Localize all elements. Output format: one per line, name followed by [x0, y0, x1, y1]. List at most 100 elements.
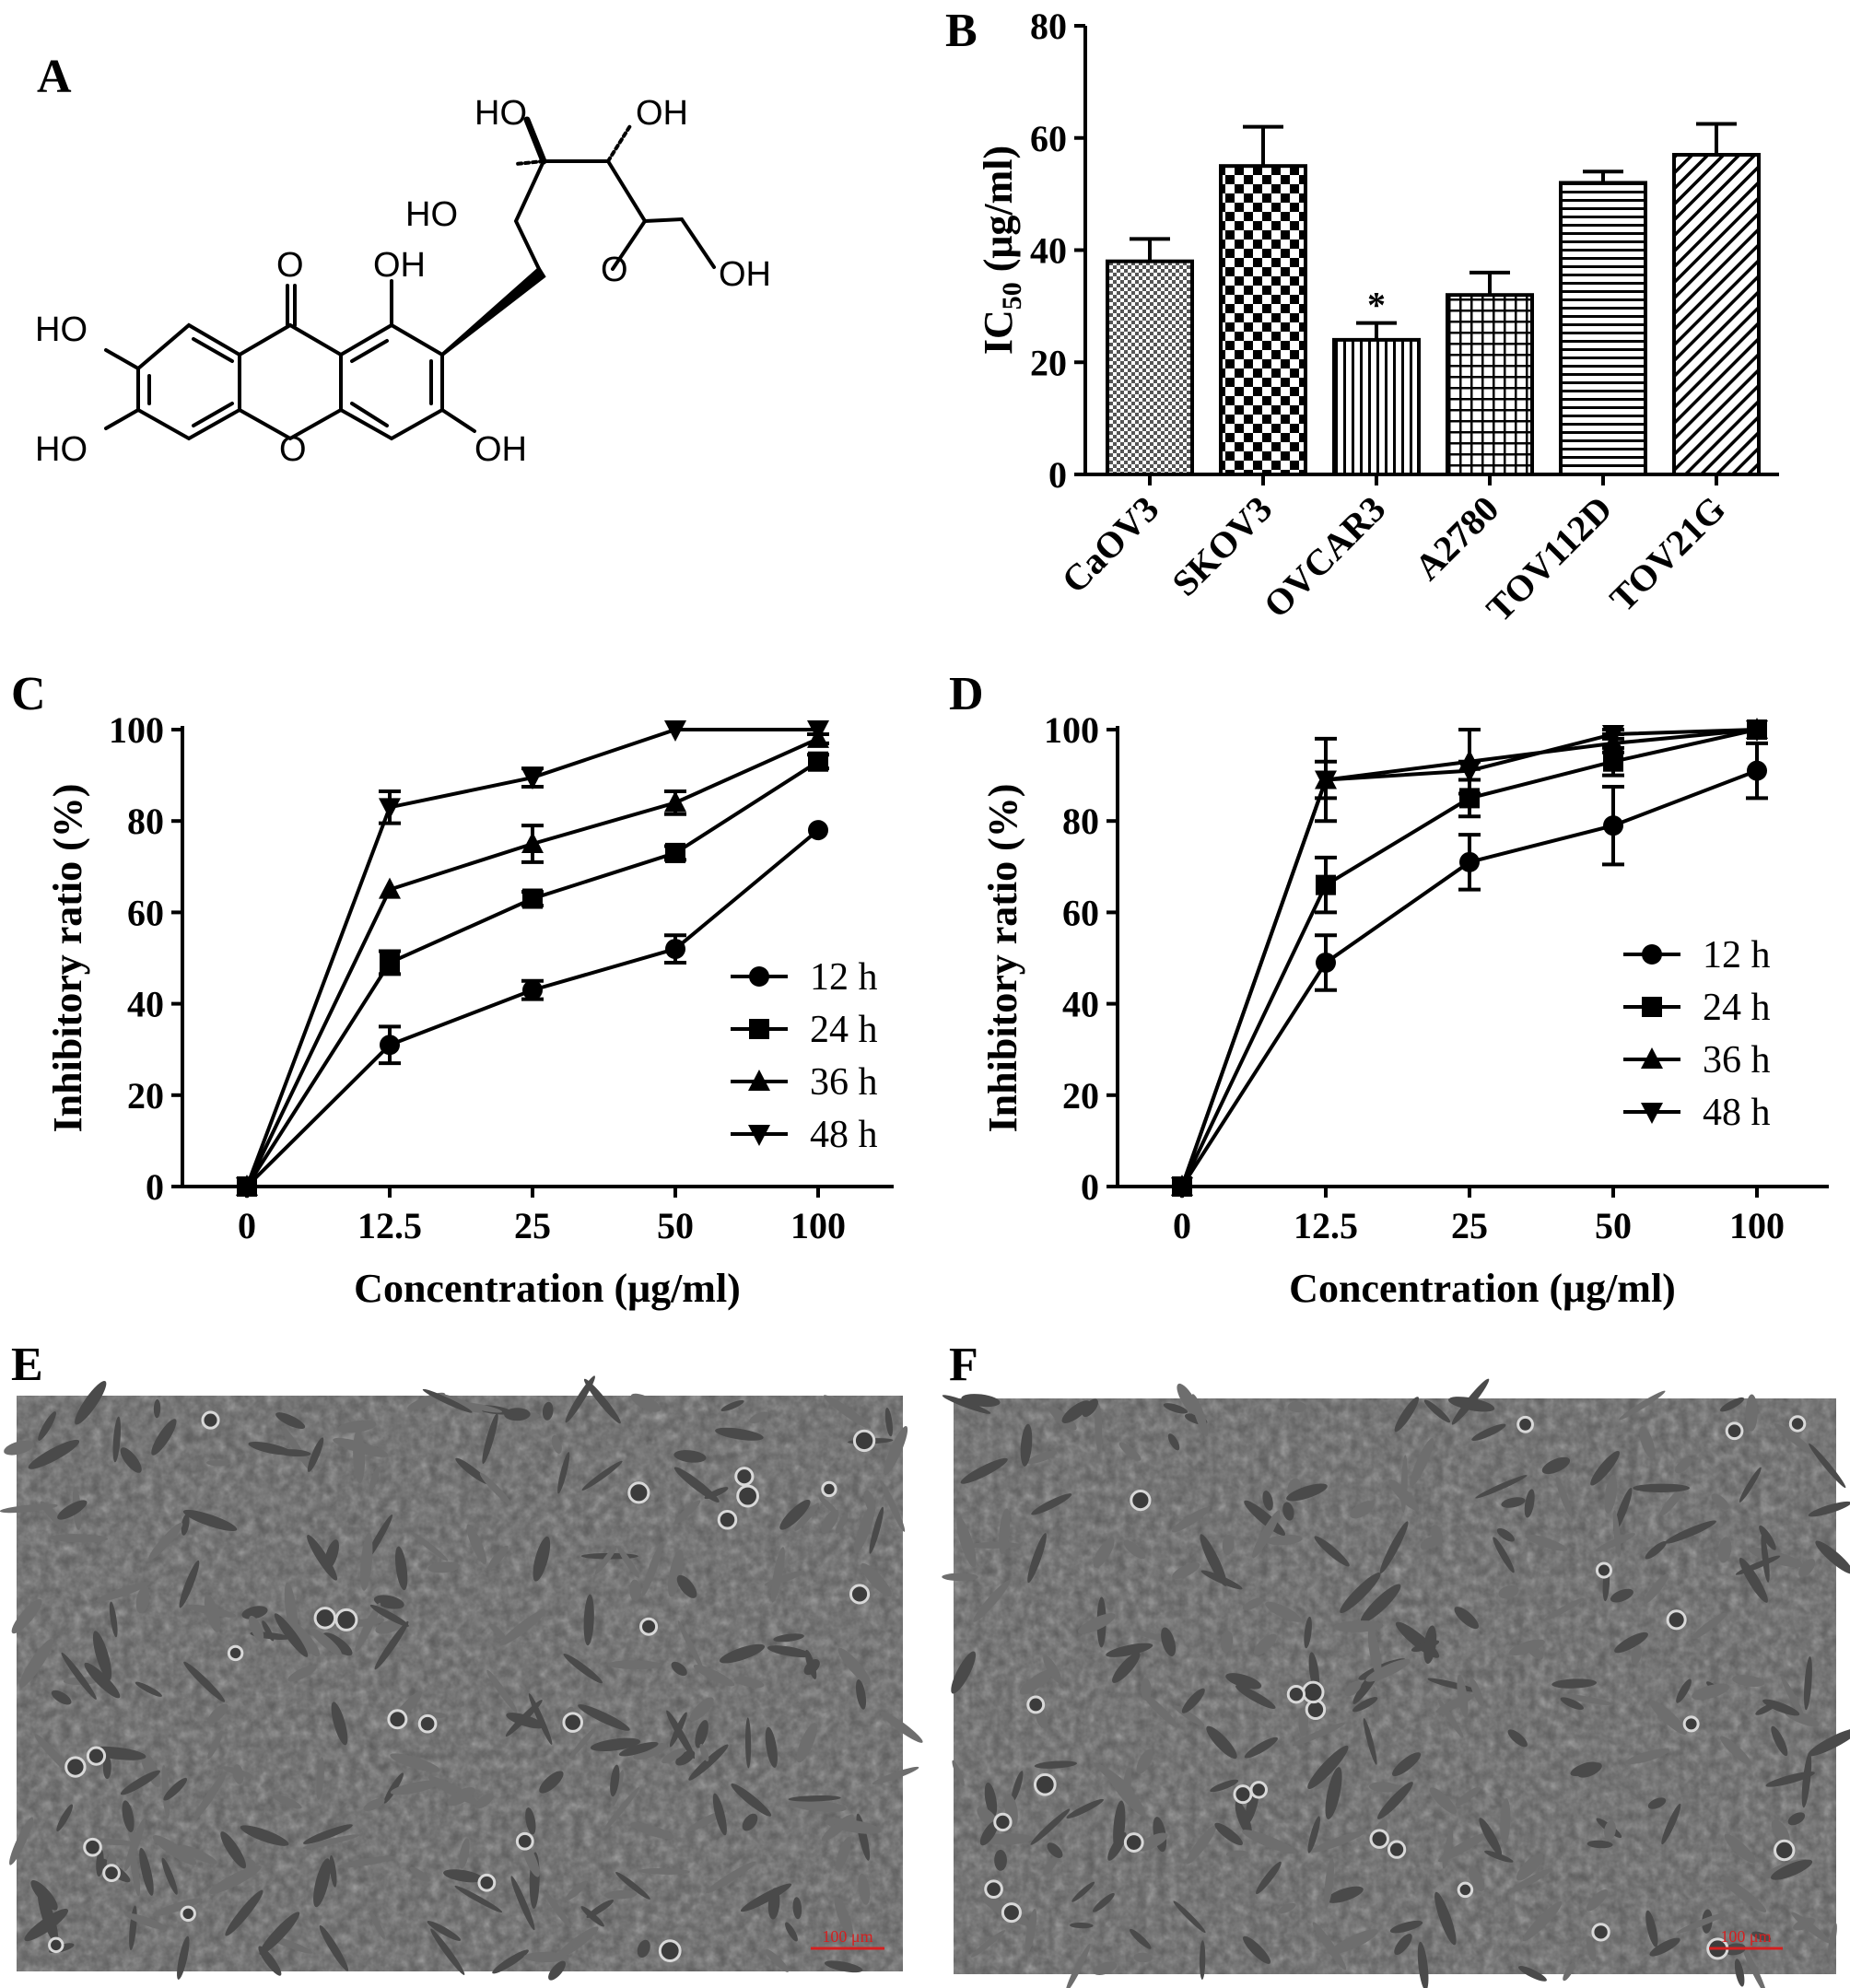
data-point-12h: [808, 820, 828, 841]
spindle-cell: [316, 1757, 324, 1800]
spindle-cell: [792, 1897, 802, 1920]
spindle-cell: [1479, 1818, 1503, 1856]
round-cell: [1249, 1781, 1268, 1799]
spindle-cell: [427, 1561, 460, 1573]
y-tick-label: 80: [127, 801, 164, 842]
spindle-cell: [1365, 1658, 1411, 1682]
right-ring-double-bonds: [350, 339, 433, 427]
data-point-12h: [1459, 851, 1480, 872]
spindle-cell: [1781, 1676, 1806, 1722]
round-cell: [515, 1831, 534, 1851]
spindle-cell: [603, 1889, 638, 1900]
spindle-cell: [1765, 1772, 1815, 1787]
spindle-cell: [1720, 1397, 1745, 1412]
spindle-cell: [712, 1793, 727, 1836]
c-glycoside-wedge: [440, 265, 546, 357]
spindle-cell: [163, 1777, 188, 1801]
round-cell: [627, 1481, 650, 1504]
spindle-cell: [1649, 1937, 1680, 1957]
y-tick-label: 60: [1062, 892, 1099, 933]
spindle-cell: [1394, 1934, 1412, 1956]
spindle-cell: [220, 1831, 247, 1869]
spindle-cell: [248, 1441, 292, 1456]
spindle-cell: [1252, 1510, 1281, 1559]
y-tick-label-b: 20: [1030, 342, 1067, 383]
panel-label-d: D: [949, 668, 984, 720]
spindle-cell: [1307, 1816, 1320, 1854]
spindle-cell: [207, 1730, 223, 1760]
chem-oh-c1: OH: [373, 246, 426, 285]
bond-oh-c3: [440, 408, 476, 433]
spindle-cell: [821, 1509, 839, 1534]
spindle-cell: [11, 1598, 42, 1634]
spindle-cell: [1266, 1535, 1303, 1546]
spindle-cell: [1019, 1669, 1054, 1695]
y-tick-label: 100: [1044, 709, 1099, 751]
spindle-cell: [740, 1883, 792, 1912]
panel-label-b: B: [945, 5, 978, 57]
spindle-cell: [1770, 1859, 1813, 1880]
spindle-cell: [804, 1649, 817, 1679]
spindle-cell: [319, 1924, 349, 1971]
x-tick-label-caov3: CaOV3: [1053, 488, 1166, 602]
spindle-cell: [1423, 1399, 1451, 1423]
spindle-cell: [1242, 1830, 1297, 1854]
spindle-cell: [322, 1632, 353, 1656]
spindle-cell: [102, 1755, 111, 1780]
x-tick-label: 0: [238, 1205, 256, 1246]
round-cell: [1591, 1923, 1610, 1942]
spindle-cell: [1500, 1798, 1511, 1845]
spindle-cell: [1066, 1798, 1104, 1818]
spindle-cell: [1692, 1612, 1727, 1640]
round-cell: [1233, 1784, 1253, 1805]
round-cell: [1788, 1415, 1807, 1433]
spindle-cell: [837, 1647, 871, 1685]
spindle-cell: [1711, 1493, 1729, 1510]
spindle-cell: [796, 1723, 817, 1763]
round-cell: [1305, 1699, 1327, 1721]
bond-oh-glc-3: [523, 116, 547, 165]
bond-oh-glc-4: [606, 123, 633, 163]
spindle-cell: [1798, 1559, 1816, 1577]
spindle-cell: [551, 1435, 562, 1454]
chem-o-xanthone: O: [279, 430, 307, 469]
x-axis-label: Concentration (μg/ml): [354, 1266, 741, 1311]
round-cell: [993, 1812, 1013, 1832]
spindle-cell: [956, 1516, 977, 1568]
spindle-cell: [1455, 1786, 1481, 1807]
spindle-cell: [544, 1891, 571, 1928]
spindle-cell: [1791, 1912, 1831, 1944]
spindle-cell: [695, 1720, 708, 1748]
spindle-cell: [785, 1922, 798, 1942]
right-benzene-ring: [339, 322, 444, 441]
spindle-cell: [971, 1930, 1006, 1958]
spindle-cell: [603, 1787, 640, 1831]
spindle-cell: [1082, 1398, 1098, 1418]
spindle-cell: [1286, 1483, 1328, 1502]
spindle-cell: [818, 1496, 838, 1514]
micrograph-f: 100 μm: [942, 1378, 1850, 1988]
spindle-cell: [122, 1800, 135, 1832]
spindle-cell: [355, 1602, 381, 1653]
spindle-cell: [1633, 1483, 1691, 1492]
data-point-36h: [521, 832, 544, 853]
spindle-cell: [152, 1835, 197, 1865]
spindle-cell: [1771, 1819, 1790, 1844]
x-tick-label: 100: [790, 1205, 846, 1246]
round-cell: [417, 1713, 438, 1734]
spindle-cell: [34, 1734, 74, 1776]
y-tick-label: 60: [127, 892, 164, 933]
round-cell: [1666, 1609, 1687, 1631]
data-point-48h: [664, 720, 686, 742]
spindle-cell: [129, 1842, 141, 1897]
spindle-cell: [1136, 1832, 1168, 1852]
spindle-cell: [869, 1506, 884, 1554]
data-point-24h: [522, 888, 543, 909]
spindle-cell: [1065, 1943, 1091, 1988]
bar-tov112d: [1559, 181, 1647, 476]
spindle-cell: [303, 1824, 353, 1844]
round-cell: [1369, 1829, 1389, 1849]
spindle-cell: [50, 1534, 109, 1543]
spindle-cell: [1468, 1867, 1485, 1891]
